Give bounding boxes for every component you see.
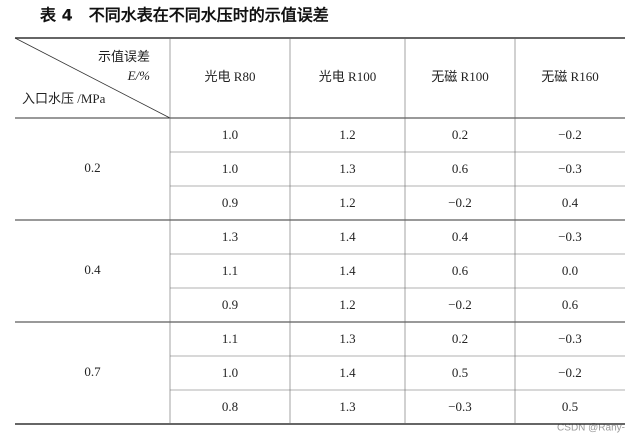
corner-bottom: 入口水压 /MPa — [22, 91, 106, 106]
cell-value: 1.3 — [339, 331, 355, 346]
cell-value: 1.4 — [339, 365, 356, 380]
cell-value: −0.2 — [558, 365, 582, 380]
cell-value: 0.2 — [452, 331, 468, 346]
cell-value: 1.4 — [339, 263, 356, 278]
cell-value: 1.2 — [339, 297, 355, 312]
pressure-label: 0.7 — [84, 364, 101, 379]
cell-value: 0.5 — [452, 365, 468, 380]
column-header: 光电 R100 — [319, 69, 376, 84]
corner-unit: E/% — [127, 68, 151, 83]
cell-value: 1.0 — [222, 127, 238, 142]
cell-value: 1.2 — [339, 127, 355, 142]
cell-value: 0.0 — [562, 263, 578, 278]
cell-value: 0.9 — [222, 195, 238, 210]
corner-top: 示值误差 — [98, 49, 150, 64]
cell-value: 0.6 — [562, 297, 579, 312]
cell-value: −0.2 — [448, 195, 472, 210]
cell-value: 0.9 — [222, 297, 238, 312]
cell-value: −0.2 — [448, 297, 472, 312]
diagonal-line — [14, 37, 171, 119]
cell-value: 1.3 — [339, 161, 355, 176]
cell-value: 1.4 — [339, 229, 356, 244]
cell-value: 0.6 — [452, 263, 469, 278]
pressure-label: 0.2 — [84, 160, 100, 175]
cell-value: 0.6 — [452, 161, 469, 176]
cell-value: −0.3 — [558, 331, 582, 346]
cell-value: 0.2 — [452, 127, 468, 142]
cell-value: 1.1 — [222, 331, 238, 346]
cell-value: 0.4 — [452, 229, 469, 244]
cell-value: −0.3 — [558, 229, 582, 244]
cell-value: 1.3 — [339, 399, 355, 414]
cell-value: 1.1 — [222, 263, 238, 278]
column-header: 光电 R80 — [205, 69, 256, 84]
cell-value: 0.8 — [222, 399, 238, 414]
cell-value: −0.3 — [558, 161, 582, 176]
pressure-label: 0.4 — [84, 262, 101, 277]
cell-value: 1.0 — [222, 161, 238, 176]
table-title: 表 4 不同水表在不同水压时的示值误差 — [39, 6, 329, 25]
cell-value: 0.4 — [562, 195, 579, 210]
cell-value: 0.5 — [562, 399, 578, 414]
cell-value: 1.0 — [222, 365, 238, 380]
column-header: 无磁 R100 — [431, 69, 488, 84]
watermark: CSDN @Rany- — [557, 423, 625, 434]
cell-value: −0.2 — [558, 127, 582, 142]
cell-value: −0.3 — [448, 399, 472, 414]
column-header: 无磁 R160 — [541, 69, 598, 84]
cell-value: 1.3 — [222, 229, 238, 244]
cell-value: 1.2 — [339, 195, 355, 210]
